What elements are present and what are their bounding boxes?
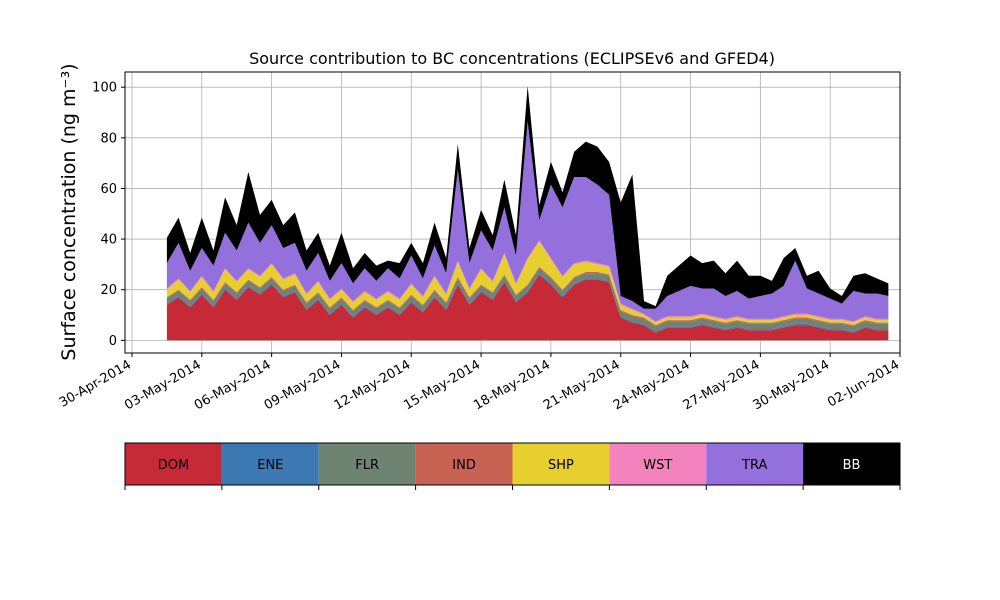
- x-tick-label: 02-Jun-2014: [825, 357, 902, 410]
- legend-label-dom: DOM: [158, 458, 189, 473]
- area-series-ind: [166, 266, 889, 327]
- x-tick-label: 30-May-2014: [750, 357, 832, 413]
- legend-swatch-bb: [803, 443, 900, 485]
- area-series-dom: [166, 274, 889, 341]
- legend-label-ene: ENE: [257, 458, 283, 473]
- x-tick-label: 15-May-2014: [401, 357, 483, 413]
- x-tick-label: 24-May-2014: [611, 357, 693, 413]
- legend-swatch-shp: [512, 443, 610, 485]
- legend-label-flr: FLR: [355, 458, 379, 473]
- legend-label-tra: TRA: [741, 458, 767, 473]
- legend-label-wst: WST: [643, 458, 672, 473]
- x-tick-label: 06-May-2014: [192, 357, 274, 413]
- y-tick-label: 0: [109, 334, 117, 349]
- legend-colorbar: DOM ENE FLR IND SHP WST TRA BB: [124, 442, 901, 490]
- x-tick-label: 12-May-2014: [332, 357, 414, 413]
- plot-area: 02040608010030-Apr-201403-May-201406-May…: [57, 71, 902, 413]
- y-tick-label: 40: [100, 233, 117, 248]
- area-series-ene: [166, 273, 889, 333]
- legend-swatch-wst: [609, 443, 707, 485]
- legend-label-bb: BB: [843, 458, 861, 473]
- legend-swatch-flr: [318, 443, 416, 485]
- y-tick-label: 100: [92, 81, 117, 96]
- area-series-bb: [166, 85, 889, 309]
- x-tick-label: 18-May-2014: [471, 357, 553, 413]
- legend-swatch-ene: [221, 443, 319, 485]
- legend-swatch-ind: [415, 443, 513, 485]
- legend-label-shp: SHP: [548, 458, 574, 473]
- y-tick-label: 80: [100, 131, 117, 146]
- x-tick-label: 03-May-2014: [122, 357, 204, 413]
- y-axis-label: Surface concentration (ng m⁻³): [58, 63, 80, 360]
- y-tick-label: 20: [100, 283, 117, 298]
- chart-title: Source contribution to BC concentrations…: [249, 49, 775, 68]
- legend-label-ind: IND: [452, 458, 476, 473]
- area-series-tra: [166, 121, 889, 322]
- x-tick-label: 21-May-2014: [541, 357, 623, 413]
- area-series-shp: [166, 241, 889, 326]
- x-tick-label: 09-May-2014: [262, 357, 344, 413]
- plot-frame: [124, 71, 901, 354]
- y-tick-label: 60: [100, 182, 117, 197]
- area-series-flr: [166, 268, 889, 332]
- legend-swatch-tra: [706, 443, 804, 485]
- x-tick-label: 27-May-2014: [681, 357, 763, 413]
- legend-swatch-dom: [125, 443, 222, 485]
